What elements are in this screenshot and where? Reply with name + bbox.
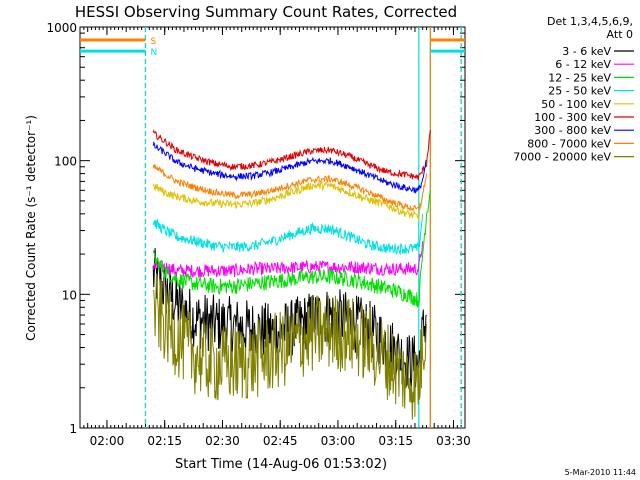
footer-timestamp: 5-Mar-2010 11:44 [565,468,636,477]
x-tick-label: 02:45 [263,434,298,448]
flag-label: S [150,37,156,47]
y-axis-label: Corrected Count Rate (s⁻¹ detector⁻¹) [24,115,38,341]
y-tick-label: 10 [62,288,77,302]
flag-label: N [150,48,157,58]
y-tick-label: 1000 [46,21,77,35]
chart-title: HESSI Observing Summary Count Rates, Cor… [75,3,457,21]
legend-header-line-1: Det 1,3,4,5,6,9, [547,15,633,28]
legend-entry-label: 3 - 6 keV [562,45,611,58]
legend-entry-label: 6 - 12 keV [555,58,611,71]
tick-labels: 02:00 02:15 02:30 02:45 03:00 03:15 03:30 1 10 10… [46,21,470,448]
series-line [152,241,424,278]
x-tick-label: 03:30 [436,434,471,448]
x-tick-label: 02:15 [147,434,182,448]
legend-entry-label: 100 - 300 keV [534,111,611,124]
y-tick-label: 100 [54,155,77,169]
legend-entry-label: 25 - 50 keV [548,85,611,98]
x-tick-label: 02:30 [205,434,240,448]
series-line [152,190,431,308]
legend-entry-label: 7000 - 20000 keV [513,151,611,164]
legend-entry-label: 12 - 25 keV [548,71,611,84]
x-tick-label: 03:15 [378,434,413,448]
y-tick-label: 1 [69,422,77,436]
x-tick-label: 03:00 [321,434,356,448]
series-line [152,129,431,181]
legend-entry-label: 800 - 7000 keV [527,137,611,150]
flag-layer: SN [80,27,465,428]
series-layer [152,129,431,420]
x-axis-label: Start Time (14-Aug-06 01:53:02) [175,457,387,472]
series-line [152,273,427,420]
series-line [152,141,427,195]
series-line [152,213,424,256]
legend-entry-label: 50 - 100 keV [541,98,611,111]
series-line [152,164,427,212]
x-tick-label: 02:00 [90,434,125,448]
legend-entry-label: 300 - 800 keV [534,124,611,137]
series-line [152,180,424,221]
legend-header-line-2: Att 0 [607,28,633,41]
